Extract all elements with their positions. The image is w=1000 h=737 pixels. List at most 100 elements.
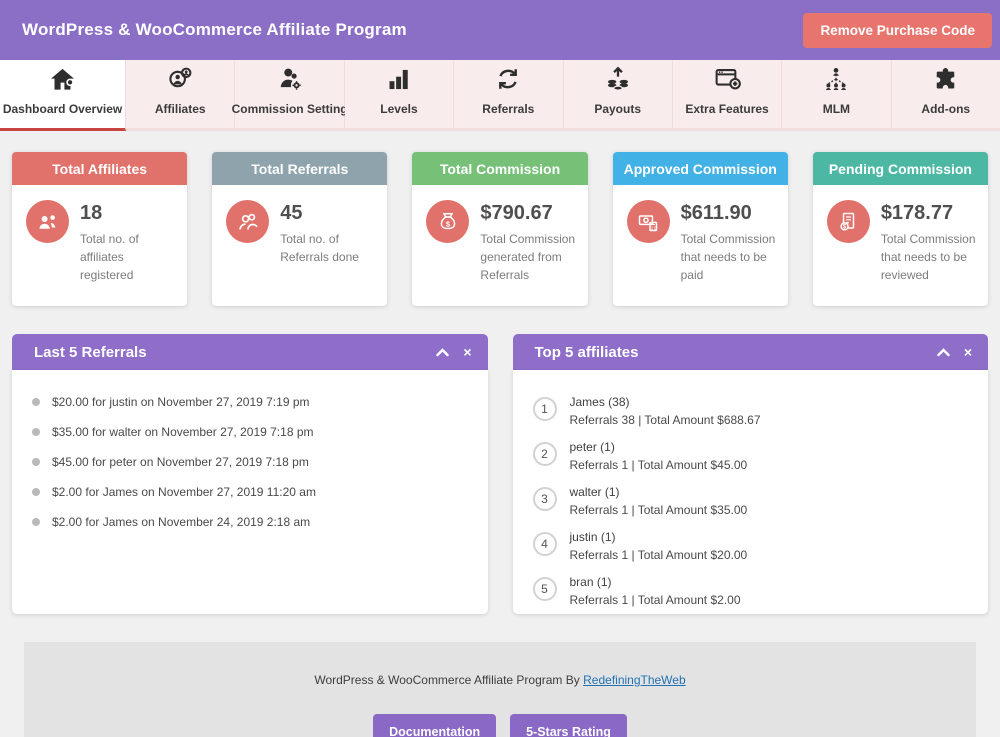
bullet-icon <box>32 518 40 526</box>
five-stars-rating-button[interactable]: 5-Stars Rating <box>510 714 627 737</box>
stat-card-total-commission: Total Commission $ $790.67 Total Commiss… <box>412 152 588 306</box>
hierarchy-icon <box>822 65 850 93</box>
rank-badge: 2 <box>532 442 557 466</box>
main-content: Total Affiliates 18 Total no. of affilia… <box>0 131 1000 737</box>
tab-label: Affiliates <box>154 102 206 116</box>
tab-payouts[interactable]: Payouts <box>563 60 673 131</box>
affiliate-list-item: 2 peter (1) Referrals 1 | Total Amount $… <box>532 440 969 472</box>
stat-card-title: Total Referrals <box>212 152 388 185</box>
app-header: WordPress & WooCommerce Affiliate Progra… <box>0 0 1000 60</box>
stat-card-approved-commission: Approved Commission $611.90 Total Commis… <box>612 152 788 306</box>
affiliate-list-item: 5 bran (1) Referrals 1 | Total Amount $2… <box>532 575 969 607</box>
affiliate-name: justin (1) <box>569 530 616 544</box>
affiliate-detail: Referrals 1 | Total Amount $20.00 <box>569 548 748 562</box>
tab-add-ons[interactable]: Add-ons <box>891 60 1000 131</box>
rank-badge: 4 <box>532 532 557 556</box>
documentation-button[interactable]: Documentation <box>373 714 497 737</box>
tab-commission-setting[interactable]: Commission Setting <box>232 60 348 131</box>
tab-mlm[interactable]: MLM <box>782 60 892 131</box>
user-gear-icon <box>276 65 304 93</box>
stat-card-title: Approved Commission <box>612 152 788 185</box>
panel-title: Last 5 Referrals <box>34 343 147 361</box>
two-users-icon <box>26 200 69 243</box>
referral-list-item: $45.00 for peter on November 27, 2019 7:… <box>32 455 468 469</box>
stat-card-title: Total Commission <box>412 152 588 185</box>
tab-bar: Dashboard Overview Affiliates Commission… <box>0 60 1000 131</box>
credit-text: WordPress & WooCommerce Affiliate Progra… <box>314 673 580 687</box>
svg-text:$: $ <box>843 224 847 230</box>
bullet-icon <box>32 488 40 496</box>
sync-arrows-icon <box>494 65 522 93</box>
referral-list-item: $35.00 for walter on November 27, 2019 7… <box>32 425 468 439</box>
svg-text:$: $ <box>446 219 451 228</box>
affiliates-users-icon <box>166 65 194 93</box>
redefiningtheweb-link[interactable]: RedefiningTheWeb <box>583 673 686 687</box>
close-icon[interactable]: × <box>463 344 472 360</box>
affiliate-detail: Referrals 1 | Total Amount $45.00 <box>569 458 748 472</box>
tab-levels[interactable]: Levels <box>344 60 455 131</box>
bar-chart-icon <box>385 66 412 93</box>
tab-label: MLM <box>822 102 851 116</box>
cash-calculator-icon <box>626 200 670 243</box>
stat-value: 18 <box>80 202 103 224</box>
referral-text: $20.00 for justin on November 27, 2019 7… <box>52 395 310 409</box>
chevron-up-icon[interactable] <box>937 347 950 357</box>
bullet-icon <box>32 428 40 436</box>
referral-text: $45.00 for peter on November 27, 2019 7:… <box>52 455 309 469</box>
rank-badge: 3 <box>532 487 557 511</box>
stat-value: $790.67 <box>480 202 553 224</box>
stat-description: Total no. of affiliates registered <box>80 232 139 282</box>
home-icon <box>49 66 76 93</box>
tab-label: Commission Setting <box>231 102 348 116</box>
invoice-coin-icon: $ <box>826 200 870 243</box>
tab-label: Add-ons <box>921 102 971 116</box>
close-icon[interactable]: × <box>963 344 972 360</box>
stat-description: Total Commission generated from Referral… <box>480 232 576 282</box>
stat-value: $611.90 <box>680 202 752 224</box>
affiliate-name: bran (1) <box>569 575 612 589</box>
stat-description: Total no. of Referrals done <box>280 232 359 264</box>
affiliate-list-item: 3 walter (1) Referrals 1 | Total Amount … <box>532 485 969 517</box>
referral-list-item: $20.00 for justin on November 27, 2019 7… <box>32 395 468 409</box>
referral-text: $35.00 for walter on November 27, 2019 7… <box>52 425 314 439</box>
stat-card-pending-commission: Pending Commission $ $178.77 Total Commi… <box>812 152 989 306</box>
referral-list-item: $2.00 for James on November 24, 2019 2:1… <box>32 515 468 529</box>
money-bag-icon: $ <box>426 200 470 243</box>
page-title: WordPress & WooCommerce Affiliate Progra… <box>22 20 407 39</box>
panels-row: Last 5 Referrals × $20.00 for justin on … <box>12 334 988 614</box>
stat-card-title: Pending Commission <box>812 152 989 185</box>
stat-value: $178.77 <box>880 202 954 224</box>
coins-arrow-icon <box>604 65 632 93</box>
top-5-affiliates-panel: Top 5 affiliates × 1 James (38) Referral… <box>512 334 988 614</box>
bullet-icon <box>32 398 40 406</box>
tab-affiliates[interactable]: Affiliates <box>126 60 236 131</box>
referral-text: $2.00 for James on November 24, 2019 2:1… <box>52 515 311 529</box>
panel-title: Top 5 affiliates <box>534 343 639 361</box>
chevron-up-icon[interactable] <box>436 347 450 357</box>
window-plus-icon <box>713 64 742 93</box>
tab-extra-features[interactable]: Extra Features <box>672 60 783 131</box>
remove-purchase-code-button[interactable]: Remove Purchase Code <box>803 12 992 48</box>
tab-label: Referrals <box>482 102 535 116</box>
footer: WordPress & WooCommerce Affiliate Progra… <box>24 642 976 737</box>
tab-label: Levels <box>380 102 418 116</box>
stat-description: Total Commission that needs to be paid <box>680 232 776 282</box>
affiliate-name: peter (1) <box>569 440 615 454</box>
tab-label: Payouts <box>594 102 642 116</box>
last-5-referrals-panel: Last 5 Referrals × $20.00 for justin on … <box>12 334 488 614</box>
stats-row: Total Affiliates 18 Total no. of affilia… <box>12 152 989 306</box>
tab-dashboard-overview[interactable]: Dashboard Overview <box>0 60 127 131</box>
affiliate-name: James (38) <box>569 395 630 409</box>
affiliate-list-item: 4 justin (1) Referrals 1 | Total Amount … <box>532 530 969 562</box>
tab-referrals[interactable]: Referrals <box>454 60 564 131</box>
affiliate-list-item: 1 James (38) Referrals 38 | Total Amount… <box>532 395 969 427</box>
affiliate-detail: Referrals 1 | Total Amount $35.00 <box>569 503 748 517</box>
referral-text: $2.00 for James on November 27, 2019 11:… <box>52 485 316 499</box>
stat-card-title: Total Affiliates <box>12 152 188 185</box>
affiliate-name: walter (1) <box>569 485 620 499</box>
user-refer-icon <box>226 200 270 243</box>
stat-description: Total Commission that needs to be review… <box>880 232 976 282</box>
rank-badge: 5 <box>532 577 557 601</box>
stat-card-total-referrals: Total Referrals 45 Total no. of Referral… <box>212 152 388 306</box>
affiliate-detail: Referrals 38 | Total Amount $688.67 <box>569 413 761 427</box>
